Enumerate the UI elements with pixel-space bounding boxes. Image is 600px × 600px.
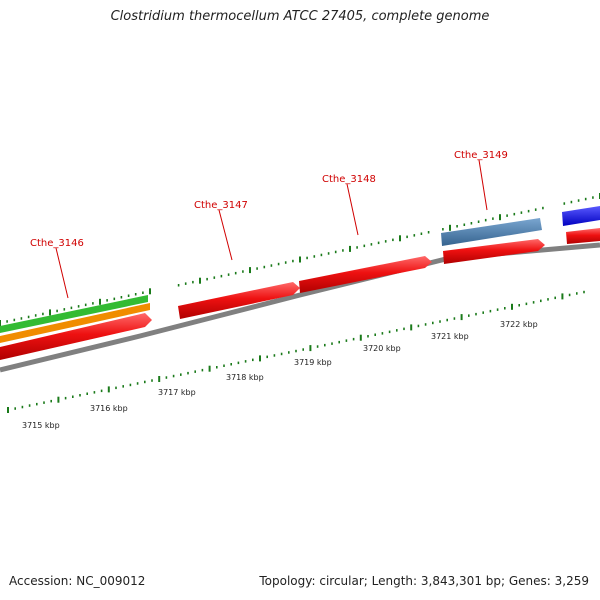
- leader-line-cthe-3149: [478, 159, 488, 211]
- kbp-label-3719: 3719 kbp: [294, 358, 332, 367]
- gene-arrow-cthe-3146[interactable]: [0, 313, 152, 360]
- outer-tick-row: [0, 193, 600, 326]
- feature-band-orange: [0, 303, 150, 343]
- feature-block-blue[interactable]: [562, 206, 600, 226]
- feature-band-green: [0, 295, 148, 333]
- gene-arrow-cthe-3147[interactable]: [178, 282, 300, 319]
- gene-label-cthe-3147: Cthe_3147: [194, 200, 248, 211]
- kbp-label-3722: 3722 kbp: [500, 320, 538, 329]
- leader-line-cthe-3148: [346, 183, 359, 236]
- kbp-label-3721: 3721 kbp: [431, 332, 469, 341]
- kbp-label-3715: 3715 kbp: [22, 421, 60, 430]
- kbp-label-3717: 3717 kbp: [158, 388, 196, 397]
- leader-line-cthe-3146: [55, 247, 69, 299]
- feature-block-steelblue[interactable]: [441, 218, 542, 246]
- map-title: Clostridium thermocellum ATCC 27405, com…: [110, 9, 490, 24]
- accession-text: Accession: NC_009012: [9, 574, 146, 588]
- scale-tick-row: [7, 290, 585, 413]
- gene-arrow-cthe-3148[interactable]: [299, 256, 432, 293]
- gene-label-cthe-3149: Cthe_3149: [454, 150, 508, 161]
- genome-summary-text: Topology: circular; Length: 3,843,301 bp…: [259, 574, 589, 588]
- kbp-label-3720: 3720 kbp: [363, 344, 401, 353]
- kbp-label-3718: 3718 kbp: [226, 373, 264, 382]
- gene-label-cthe-3148: Cthe_3148: [322, 174, 376, 185]
- gene-arrow-next[interactable]: [566, 228, 600, 244]
- kbp-label-3716: 3716 kbp: [90, 404, 128, 413]
- gene-arrow-cthe-3149[interactable]: [443, 239, 545, 264]
- leader-line-cthe-3147: [218, 209, 233, 261]
- gene-label-cthe-3146: Cthe_3146: [30, 238, 84, 249]
